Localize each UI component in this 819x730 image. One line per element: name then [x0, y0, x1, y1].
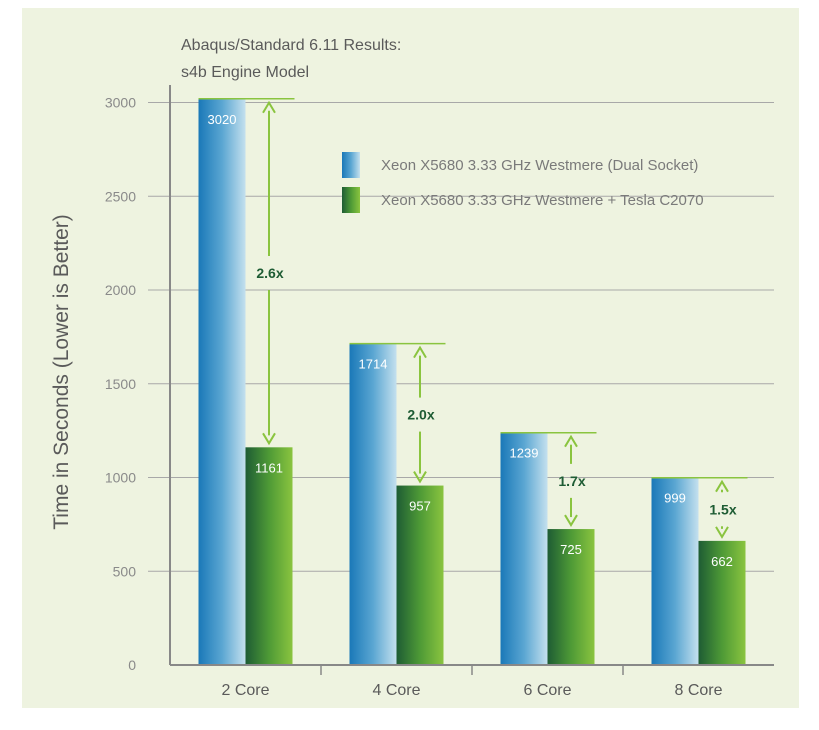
legend-label-cpu: Xeon X5680 3.33 GHz Westmere (Dual Socke… [381, 157, 698, 174]
x-tick-label: 4 Core [372, 682, 420, 699]
arrowhead-up [715, 479, 729, 493]
arrowhead-down [262, 432, 276, 446]
bars: 3020 1161 1714 957 1239 725 999 662 [198, 98, 746, 665]
legend-label-gpu: Xeon X5680 3.33 GHz Westmere + Tesla C20… [381, 192, 704, 209]
y-tick-label: 2500 [105, 188, 136, 204]
x-tick-label: 8 Core [674, 682, 722, 699]
x-tick-labels: 2 Core 4 Core 6 Core 8 Core [221, 682, 722, 699]
data-label-cpu: 1239 [510, 446, 539, 461]
y-tick-labels: 0 500 1000 1500 2000 2500 3000 [105, 95, 136, 674]
data-label-gpu: 662 [711, 554, 733, 569]
y-tick-label: 1000 [105, 470, 136, 486]
legend-swatch-cpu [342, 152, 360, 178]
x-tick-label: 6 Core [523, 682, 571, 699]
legend-swatch-gpu [342, 187, 360, 213]
y-tick-label: 0 [128, 657, 136, 673]
y-tick-label: 1500 [105, 376, 136, 392]
axes [169, 85, 774, 675]
data-label-gpu: 1161 [255, 460, 283, 475]
y-axis-label: Time in Seconds (Lower is Better) [50, 214, 73, 530]
bar-gpu [245, 447, 293, 665]
y-tick-label: 500 [113, 563, 137, 579]
data-label-cpu: 1714 [359, 357, 388, 372]
x-tick-label: 2 Core [221, 682, 269, 699]
chart-title: Abaqus/Standard 6.11 Results: [181, 37, 401, 54]
bar-gpu [396, 485, 444, 665]
data-label-cpu: 3020 [208, 112, 237, 127]
arrowhead-down [715, 526, 729, 539]
bar-gpu [547, 529, 595, 665]
bar-cpu [198, 98, 246, 665]
speedup-label: 2.0x [407, 407, 434, 423]
y-tick-label: 2000 [105, 282, 136, 298]
legend: Xeon X5680 3.33 GHz Westmere (Dual Socke… [342, 152, 704, 213]
speedup-label: 2.6x [256, 265, 283, 281]
data-label-cpu: 999 [664, 491, 686, 506]
bar-cpu [651, 477, 699, 665]
arrowhead-down [413, 471, 427, 484]
speedup-label: 1.5x [709, 501, 736, 517]
bar-gpu [698, 540, 746, 665]
arrowhead-down [564, 514, 578, 528]
y-tick-label: 3000 [105, 95, 136, 111]
bar-cpu [349, 343, 397, 665]
data-label-gpu: 725 [560, 542, 582, 557]
bar-cpu [500, 432, 548, 665]
chart-subtitle: s4b Engine Model [181, 64, 309, 81]
speedup-label: 1.7x [558, 473, 585, 489]
arrowhead-up [262, 100, 276, 114]
data-label-gpu: 957 [409, 499, 431, 514]
arrowhead-up [413, 345, 427, 359]
arrowhead-up [564, 434, 578, 448]
speedup-annotations: 2.6x 2.0x 1.7x 1.5x [198, 98, 748, 539]
